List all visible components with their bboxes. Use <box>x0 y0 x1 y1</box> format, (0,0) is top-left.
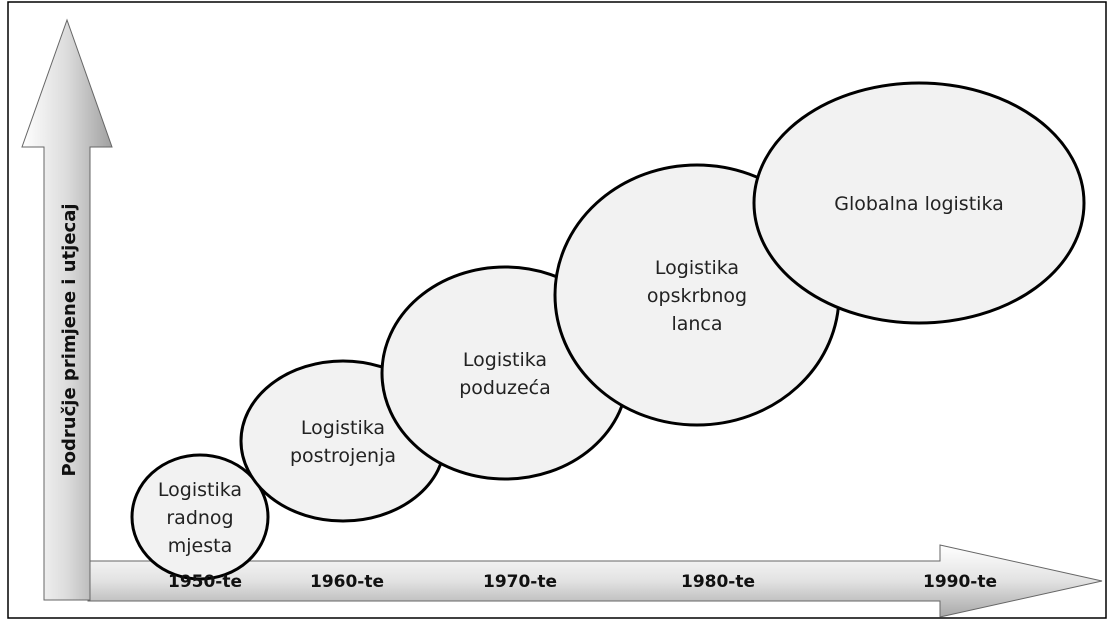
stage-label: opskrbnog <box>647 285 747 307</box>
stage-label: Globalna logistika <box>834 193 1004 215</box>
era-label: 1960-te <box>310 572 384 592</box>
stage-label: lanca <box>671 313 722 335</box>
stage-label: Logistika <box>301 417 385 439</box>
era-label: 1970-te <box>483 572 557 592</box>
frame <box>7 1 1107 619</box>
stage-label: mjesta <box>168 535 232 557</box>
stage-label: Logistika <box>158 479 242 501</box>
x-arrow <box>87 544 1103 618</box>
stage-label: poduzeća <box>459 377 551 399</box>
era-label: 1950-te <box>168 572 242 592</box>
stage-label: Logistika <box>463 349 547 371</box>
stage-label: postrojenja <box>290 445 396 467</box>
stage-bubble <box>130 453 270 581</box>
y-arrow <box>21 18 113 601</box>
stage-label: Logistika <box>655 257 739 279</box>
y-axis-label: Područje primjene i utjecaj <box>59 203 80 476</box>
era-label: 1990-te <box>923 572 997 592</box>
stage-bubble <box>752 81 1086 325</box>
era-label: 1980-te <box>681 572 755 592</box>
stage-label: radnog <box>166 507 233 529</box>
